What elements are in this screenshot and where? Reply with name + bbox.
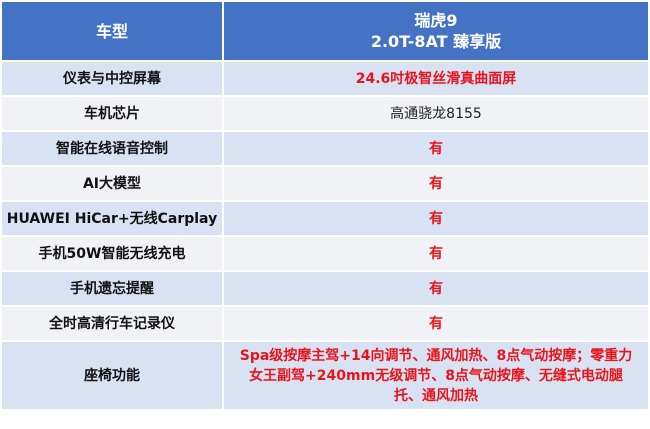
row-value: 24.6吋极智丝滑真曲面屏 [222, 60, 650, 97]
header-model: 瑞虎9 2.0T-8AT 臻享版 [222, 0, 650, 62]
model-trim: 2.0T-8AT 臻享版 [370, 32, 502, 51]
row-label: 车机芯片 [0, 95, 224, 132]
row-label: 仪表与中控屏幕 [0, 60, 224, 97]
row-label: 智能在线语音控制 [0, 130, 224, 167]
row-value: 有 [222, 200, 650, 237]
model-name: 瑞虎9 [414, 11, 458, 30]
row-value: 有 [222, 305, 650, 342]
table-row: HUAWEI HiCar+无线Carplay 有 [0, 200, 650, 237]
row-label: 手机遗忘提醒 [0, 270, 224, 307]
table-row: 手机50W智能无线充电有 [0, 235, 650, 272]
header-label: 车型 [0, 0, 224, 62]
row-value: 有 [222, 165, 650, 202]
table-row: 手机遗忘提醒有 [0, 270, 650, 307]
row-label: 座椅功能 [0, 340, 224, 411]
spec-table: 车型 瑞虎9 2.0T-8AT 臻享版 仪表与中控屏幕 24.6吋极智丝滑真曲面屏… [0, 0, 650, 411]
table-row: 全时高清行车记录仪有 [0, 305, 650, 342]
row-value: 有 [222, 235, 650, 272]
table-row: AI大模型有 [0, 165, 650, 202]
table-row: 座椅功能 Spa级按摩主驾+14向调节、通风加热、8点气动按摩；零重力女王副驾+2… [0, 340, 650, 411]
table-row: 仪表与中控屏幕 24.6吋极智丝滑真曲面屏 [0, 60, 650, 97]
row-value: 高通骁龙8155 [222, 95, 650, 132]
row-label: HUAWEI HiCar+无线Carplay [0, 200, 224, 237]
table-row: 车机芯片 高通骁龙8155 [0, 95, 650, 132]
row-value: 有 [222, 270, 650, 307]
row-value: 有 [222, 130, 650, 167]
row-label: 手机50W智能无线充电 [0, 235, 224, 272]
table-header-row: 车型 瑞虎9 2.0T-8AT 臻享版 [0, 0, 650, 62]
table-row: 智能在线语音控制有 [0, 130, 650, 167]
row-value: Spa级按摩主驾+14向调节、通风加热、8点气动按摩；零重力女王副驾+240mm… [222, 340, 650, 411]
row-label: AI大模型 [0, 165, 224, 202]
row-label: 全时高清行车记录仪 [0, 305, 224, 342]
